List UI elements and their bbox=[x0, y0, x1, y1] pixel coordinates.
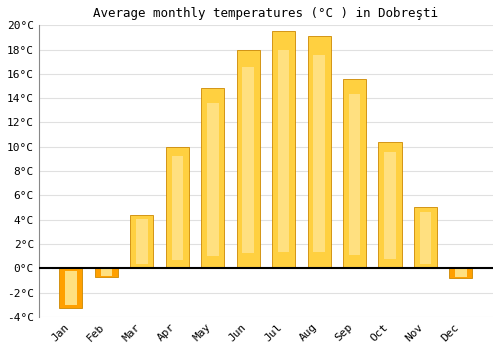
Bar bbox=[420, 212, 431, 264]
Bar bbox=[272, 32, 295, 268]
Bar bbox=[172, 156, 183, 260]
Bar bbox=[378, 142, 402, 268]
Bar bbox=[308, 36, 330, 268]
Bar bbox=[455, 269, 466, 277]
Bar bbox=[136, 219, 147, 265]
Bar bbox=[207, 103, 218, 256]
Bar bbox=[349, 94, 360, 255]
Bar bbox=[166, 147, 189, 268]
Bar bbox=[242, 67, 254, 253]
Bar bbox=[343, 79, 366, 268]
Bar bbox=[236, 50, 260, 268]
Bar bbox=[450, 268, 472, 278]
Title: Average monthly temperatures (°C ) in Dobreşti: Average monthly temperatures (°C ) in Do… bbox=[94, 7, 438, 20]
Bar bbox=[95, 268, 118, 277]
Bar bbox=[384, 152, 396, 259]
Bar bbox=[100, 269, 112, 276]
Bar bbox=[65, 271, 76, 305]
Bar bbox=[314, 55, 325, 252]
Bar bbox=[278, 50, 289, 252]
Bar bbox=[414, 208, 437, 268]
Bar bbox=[130, 215, 154, 268]
Bar bbox=[60, 268, 82, 308]
Bar bbox=[201, 89, 224, 268]
